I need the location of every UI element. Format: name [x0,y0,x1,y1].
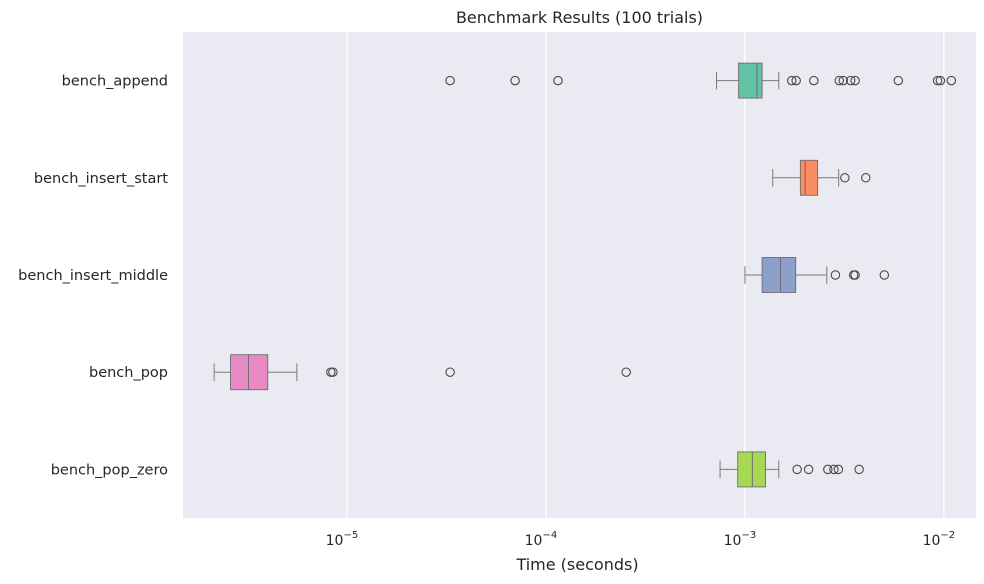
category-label: bench_insert_middle [18,268,168,284]
x-tick-label: 10−4 [525,530,558,549]
box-bench_insert_middle [744,257,890,293]
iqr-box [799,159,819,196]
category-label: bench_pop_zero [51,462,168,478]
outlier-point [445,75,455,86]
x-axis-ticks: 10−5 10−4 10−3 10−2 [326,530,956,549]
iqr-box [230,354,269,391]
outlier-point [328,367,338,377]
plot-area [183,32,976,518]
x-tick-label: 10−2 [923,530,956,549]
outlier-point [823,464,833,475]
outlier-point [445,367,455,377]
outlier-point [879,270,890,280]
outlier-point [830,270,841,280]
outlier-point [850,270,860,280]
x-tick-label: 10−3 [724,530,757,549]
outlier-point [833,464,844,475]
outlier-point [829,464,839,475]
iqr-box [761,257,797,293]
outlier-point [850,75,860,86]
box-bench_pop_zero [719,451,864,488]
iqr-box [737,451,767,488]
outlier-point [845,75,856,86]
category-label: bench_insert_start [34,171,168,187]
outlier-point [932,75,943,86]
outlier-point [840,173,850,183]
outlier-point [838,75,848,86]
outlier-point [854,464,864,475]
outlier-point [946,75,957,86]
box-bench_pop [213,354,631,391]
outlier-point [893,75,904,86]
outlier-point [809,75,819,86]
outlier-point [792,464,802,475]
box-bench_append [445,62,957,99]
x-axis-label: Time (seconds) [515,555,638,574]
outlier-point [803,464,814,475]
box-bench_insert_start [772,159,871,196]
outlier-point [787,75,797,86]
category-label: bench_pop [89,365,168,381]
x-tick-label: 10−5 [326,530,359,549]
chart-title: Benchmark Results (100 trials) [456,8,703,27]
outlier-point [791,75,801,86]
outlier-point [621,367,631,377]
boxes-layer [213,62,957,488]
outlier-point [861,173,871,183]
outlier-point [553,75,563,86]
iqr-box [738,62,763,99]
outlier-point [834,75,845,86]
category-label: bench_append [62,74,168,90]
outlier-point [510,75,520,86]
category-labels: bench_append bench_insert_start bench_inse… [18,74,168,479]
outlier-point [935,75,946,86]
